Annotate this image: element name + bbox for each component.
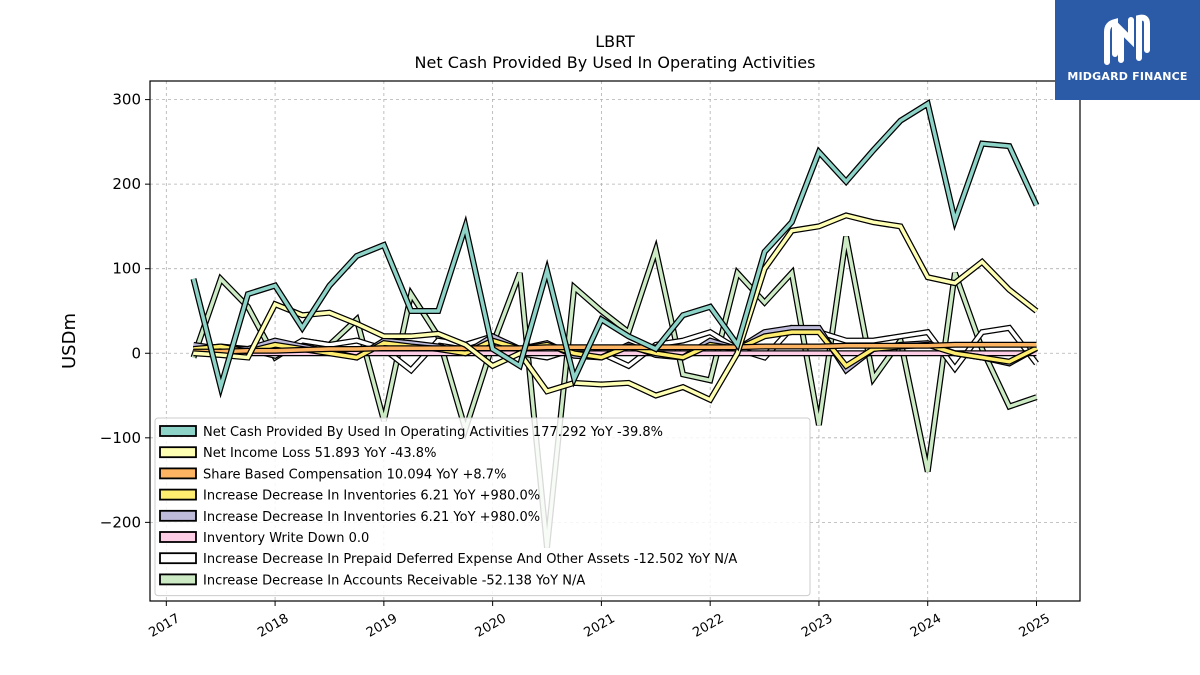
y-tick-label: 100: [112, 260, 141, 278]
series-line-6: [193, 324, 1039, 375]
chart-title: LBRT: [595, 32, 635, 51]
x-tick-label: 2019: [364, 611, 400, 641]
legend-label: Increase Decrease In Prepaid Deferred Ex…: [203, 552, 737, 567]
x-tick-label: 2018: [255, 611, 291, 641]
legend-label: Inventory Write Down 0.0: [203, 531, 369, 546]
series-line-0: [190, 99, 1040, 399]
x-tick-label: 2025: [1017, 611, 1053, 641]
legend-swatch: [159, 446, 197, 459]
legend-label: Increase Decrease In Inventories 6.21 Yo…: [203, 489, 540, 504]
series-lines: [190, 99, 1040, 549]
x-tick-label: 2021: [582, 611, 618, 641]
x-tick-label: 2023: [799, 611, 835, 641]
x-tick-label: 2022: [690, 611, 726, 641]
chart-subtitle: Net Cash Provided By Used In Operating A…: [415, 53, 816, 72]
y-tick-label: −100: [100, 429, 141, 447]
y-axis-label: USDm: [59, 313, 80, 369]
y-tick-label: 200: [112, 175, 141, 193]
series-line-stroke: [193, 343, 1037, 354]
series-line-2: [193, 341, 1037, 355]
legend-label: Increase Decrease In Accounts Receivable…: [203, 573, 585, 588]
y-tick-label: 0: [131, 344, 141, 362]
series-line-stroke: [191, 101, 1039, 394]
series-line-stroke: [193, 213, 1038, 403]
series-line-1: [193, 212, 1039, 404]
legend-label: Net Income Loss 51.893 YoY -43.8%: [203, 446, 436, 461]
y-tick-label: 300: [112, 91, 141, 109]
legend-swatch: [159, 531, 197, 543]
legend-swatch: [159, 425, 197, 437]
midgard-logo-icon: [1104, 14, 1150, 65]
x-tick-label: 2020: [473, 611, 509, 641]
plot-frame: [149, 80, 1081, 602]
legend-box: [154, 417, 811, 597]
legend-swatch: [159, 552, 197, 565]
brand-name: MIDGARD FINANCE: [1067, 70, 1188, 83]
legend-swatch: [159, 509, 197, 522]
legend-label: Share Based Compensation 10.094 YoY +8.7…: [203, 467, 506, 482]
x-tick-label: 2017: [146, 611, 182, 641]
legend-label: Net Cash Provided By Used In Operating A…: [203, 425, 663, 440]
x-tick-label: 2024: [908, 611, 944, 641]
brand-logo: MIDGARD FINANCE: [1055, 0, 1200, 100]
legend: Net Cash Provided By Used In Operating A…: [154, 417, 811, 597]
legend-swatch: [159, 488, 197, 501]
legend-swatch: [159, 573, 197, 586]
y-tick-label: −200: [100, 513, 141, 531]
legend-label: Increase Decrease In Inventories 6.21 Yo…: [203, 510, 540, 525]
series-line-stroke: [193, 326, 1038, 373]
legend-swatch: [159, 467, 197, 480]
